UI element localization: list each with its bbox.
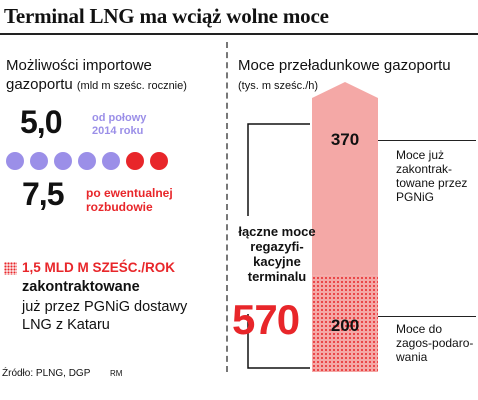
total-bracket (247, 123, 310, 369)
lower-segment-value: 200 (330, 316, 360, 335)
import-future-value: 7,5 (22, 176, 64, 212)
import-current-note: od połowy 2014 roku (92, 112, 147, 137)
right-heading: Moce przeładunkowe gazoportu (tys. m sze… (238, 56, 473, 96)
left-heading: Możliwości importowe gazoportu (mld m sz… (6, 56, 221, 96)
import-current-value: 5,0 (20, 104, 62, 140)
current-capacity-dot (54, 152, 72, 170)
left-heading-main: Możliwości importowe gazoportu (6, 57, 152, 93)
current-capacity-dot (30, 152, 48, 170)
hatched-square-icon (4, 262, 17, 275)
left-heading-unit: (mld m sześc. rocznie) (76, 80, 187, 92)
author-initials: RM (110, 369, 123, 378)
section-divider (226, 42, 228, 372)
total-capacity-value: 570 (232, 296, 300, 343)
upper-segment-value: 370 (330, 130, 360, 149)
lower-note-leader (378, 316, 476, 317)
current-capacity-dot (6, 152, 24, 170)
bar-segment-contracted (312, 82, 378, 276)
upper-segment-note: Moce już zakontrak-towane przez PGNiG (396, 148, 468, 204)
expansion-capacity-dot (126, 152, 144, 170)
current-capacity-dot (78, 152, 96, 170)
contract-amount: 1,5 MLD M SZEŚC./ROK (22, 260, 176, 275)
contract-bold-label: zakontraktowane (22, 279, 140, 295)
expansion-capacity-dot (150, 152, 168, 170)
bar-segment-uncommitted (312, 275, 378, 372)
right-heading-unit: (tys. m sześc./h) (238, 80, 319, 92)
lower-segment-note: Moce do zagos-podaro-wania (396, 322, 474, 364)
current-capacity-dot (102, 152, 120, 170)
upper-note-leader (378, 140, 476, 141)
import-future-note: po ewentualnej rozbudowie (86, 186, 173, 214)
right-heading-main: Moce przeładunkowe gazoportu (238, 57, 451, 74)
contract-text: już przez PGNiG dostawy LNG z Kataru (22, 299, 188, 333)
page-title: Terminal LNG ma wciąż wolne moce (4, 4, 329, 28)
source-note: Źródło: PLNG, DGP (2, 368, 91, 379)
title-rule (0, 33, 478, 35)
total-capacity-label: łączne moce regazyfi-kacyjne terminalu (238, 224, 316, 284)
